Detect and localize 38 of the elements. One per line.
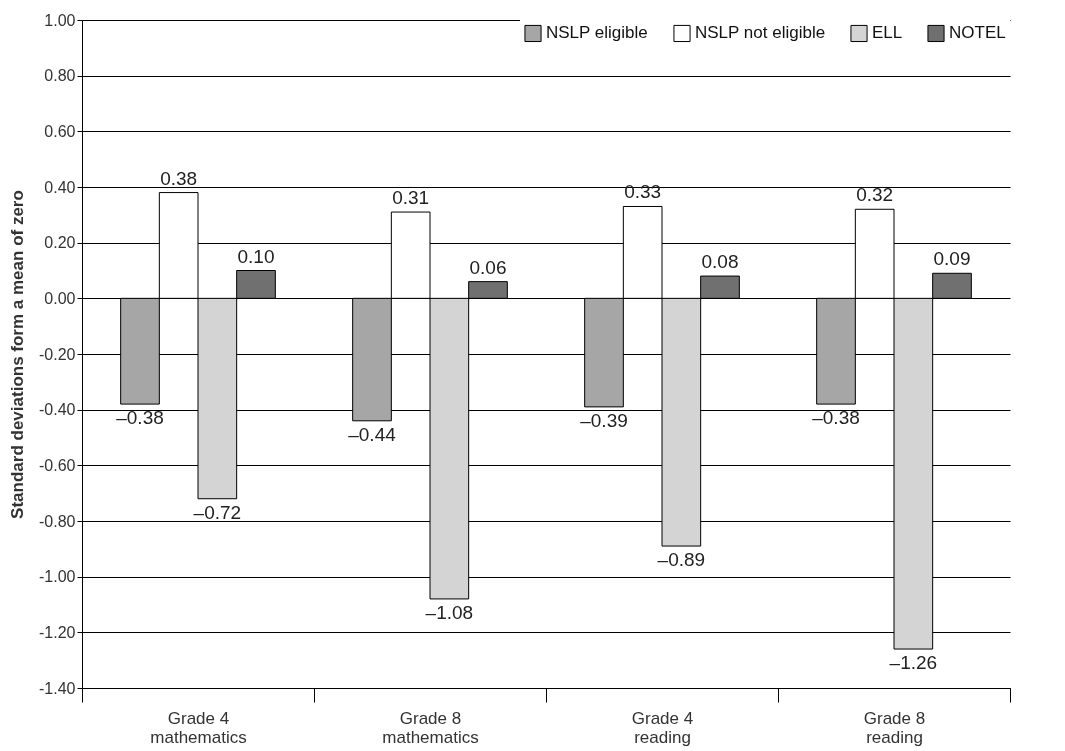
- y-tick-label: -0.80: [39, 512, 76, 530]
- y-tick-label: 0.80: [44, 67, 76, 85]
- data-label: 0.31: [392, 187, 430, 209]
- data-label: –0.39: [580, 409, 628, 431]
- data-label: –0.38: [812, 407, 860, 429]
- data-label: 0.10: [237, 245, 275, 267]
- legend-label: ELL: [872, 23, 903, 43]
- y-tick-label: 1.00: [44, 11, 76, 29]
- data-label: 0.38: [160, 167, 198, 189]
- data-label: 0.33: [624, 181, 662, 203]
- y-tick-label: -0.40: [39, 401, 76, 419]
- data-label: –0.89: [657, 549, 706, 571]
- data-label: –1.08: [425, 601, 474, 623]
- y-tick-label: 0.20: [44, 234, 76, 252]
- y-tick-label: 0.00: [44, 289, 76, 307]
- data-label: –0.72: [193, 501, 242, 523]
- data-label: 0.06: [469, 256, 507, 278]
- y-tick-label: -1.20: [39, 623, 76, 641]
- x-tick-label: Grade 4 reading: [631, 708, 694, 747]
- y-tick-label: -0.20: [39, 345, 76, 363]
- x-tick-label: Grade 8 reading: [863, 708, 926, 747]
- data-label: 0.09: [933, 248, 971, 270]
- data-label: 0.08: [701, 251, 739, 273]
- legend-label: NSLP not eligible: [695, 23, 826, 43]
- y-tick-label: 0.40: [44, 178, 76, 196]
- data-label: –1.26: [889, 652, 938, 674]
- legend-label: NOTEL: [949, 23, 1006, 43]
- legend-label: NSLP eligible: [546, 23, 648, 43]
- x-tick-label: Grade 4 mathematics: [150, 708, 247, 747]
- data-label: –0.44: [348, 423, 397, 445]
- y-tick-label: -1.00: [39, 568, 76, 586]
- data-label: 0.32: [856, 184, 894, 206]
- y-axis-title: Standard deviations form a mean of zero: [8, 190, 28, 519]
- y-tick-label: -0.60: [39, 456, 76, 474]
- x-tick-label: Grade 8 mathematics: [382, 708, 479, 747]
- data-label: –0.38: [116, 407, 164, 429]
- y-tick-label: -1.40: [39, 679, 76, 697]
- y-tick-label: 0.60: [44, 122, 76, 140]
